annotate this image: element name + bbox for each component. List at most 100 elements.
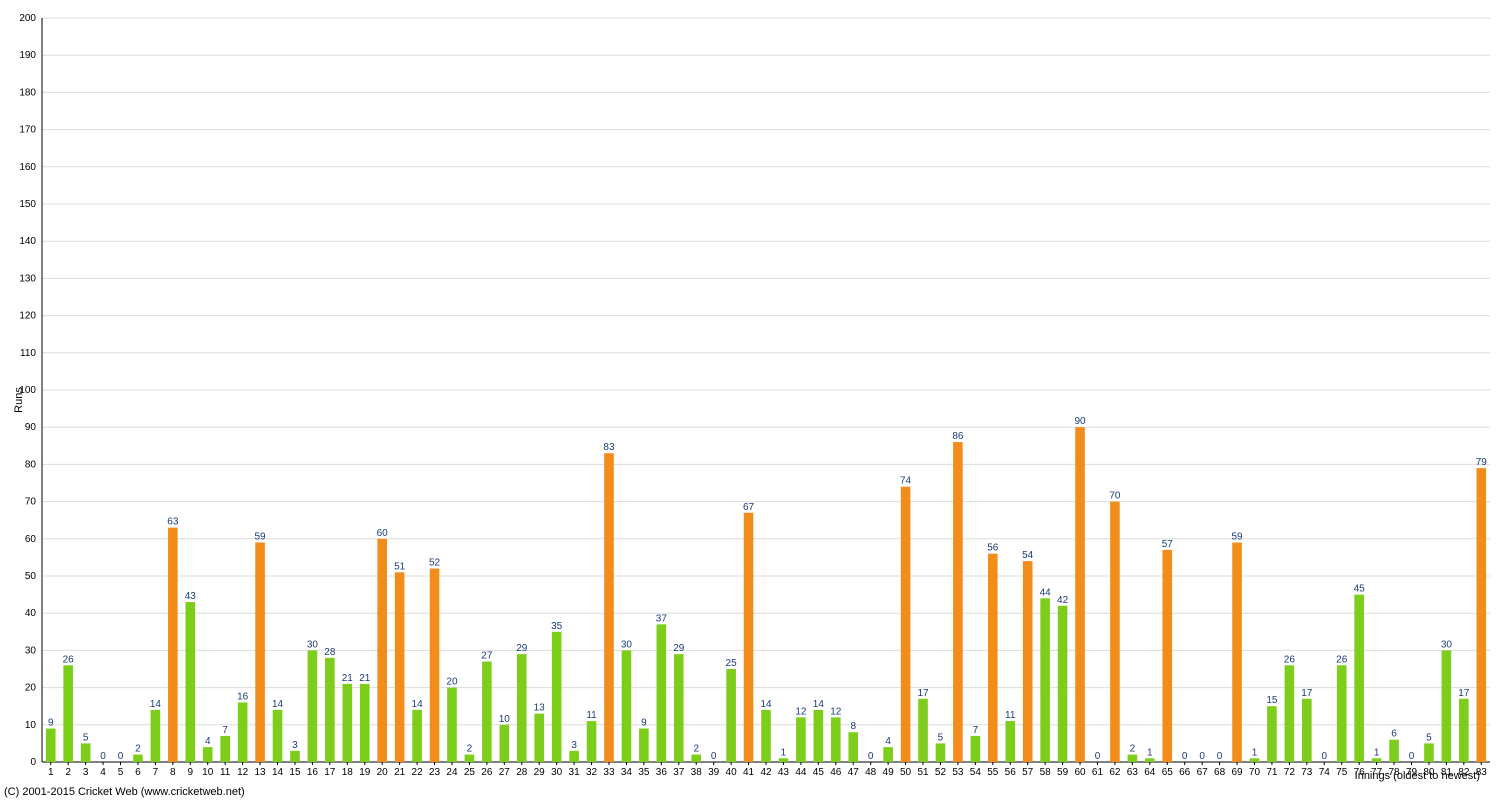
svg-text:68: 68: [1214, 767, 1226, 778]
svg-text:14: 14: [150, 699, 162, 710]
svg-text:55: 55: [987, 767, 999, 778]
svg-text:86: 86: [952, 431, 964, 442]
svg-text:40: 40: [726, 767, 738, 778]
svg-text:61: 61: [1092, 767, 1104, 778]
svg-text:48: 48: [865, 767, 877, 778]
svg-text:75: 75: [1336, 767, 1348, 778]
svg-text:2: 2: [65, 767, 71, 778]
svg-text:74: 74: [1319, 767, 1331, 778]
svg-text:83: 83: [603, 442, 615, 453]
svg-text:29: 29: [534, 767, 546, 778]
svg-text:180: 180: [19, 87, 36, 98]
svg-text:7: 7: [973, 725, 979, 736]
x-axis-label: Innings (oldest to newest): [1355, 770, 1480, 782]
svg-text:160: 160: [19, 162, 36, 173]
svg-text:1: 1: [1147, 747, 1153, 758]
svg-text:62: 62: [1109, 767, 1121, 778]
svg-text:28: 28: [516, 767, 528, 778]
svg-text:30: 30: [307, 639, 319, 650]
svg-text:2: 2: [1130, 744, 1136, 755]
svg-text:1: 1: [1252, 747, 1258, 758]
svg-text:11: 11: [220, 767, 231, 778]
svg-text:69: 69: [1231, 767, 1243, 778]
svg-text:32: 32: [586, 767, 598, 778]
svg-text:20: 20: [25, 683, 37, 694]
svg-text:26: 26: [1336, 654, 1348, 665]
svg-text:15: 15: [1266, 695, 1278, 706]
svg-text:5: 5: [118, 767, 124, 778]
svg-text:200: 200: [19, 13, 36, 24]
svg-text:42: 42: [1057, 595, 1069, 606]
svg-text:28: 28: [324, 647, 336, 658]
svg-text:17: 17: [1301, 688, 1313, 699]
svg-text:0: 0: [868, 751, 874, 762]
svg-text:12: 12: [795, 706, 807, 717]
svg-text:30: 30: [1441, 639, 1453, 650]
svg-text:2: 2: [693, 744, 699, 755]
svg-text:79: 79: [1476, 457, 1488, 468]
svg-text:9: 9: [48, 718, 54, 729]
svg-text:57: 57: [1022, 767, 1034, 778]
svg-text:23: 23: [429, 767, 441, 778]
svg-text:170: 170: [19, 125, 36, 136]
svg-text:34: 34: [621, 767, 633, 778]
svg-text:4: 4: [100, 767, 106, 778]
svg-text:59: 59: [1057, 767, 1069, 778]
svg-text:70: 70: [1249, 767, 1261, 778]
runs-by-innings-chart: 0102030405060708090100110120130140150160…: [0, 0, 1500, 800]
svg-text:150: 150: [19, 199, 36, 210]
svg-text:25: 25: [464, 767, 476, 778]
svg-text:130: 130: [19, 273, 36, 284]
svg-text:3: 3: [83, 767, 89, 778]
svg-text:38: 38: [691, 767, 703, 778]
svg-text:44: 44: [1040, 587, 1052, 598]
svg-text:0: 0: [118, 751, 124, 762]
svg-text:2: 2: [135, 744, 141, 755]
svg-text:22: 22: [412, 767, 424, 778]
svg-text:70: 70: [1109, 491, 1121, 502]
svg-text:27: 27: [481, 651, 493, 662]
svg-text:51: 51: [394, 561, 406, 572]
svg-text:47: 47: [848, 767, 860, 778]
svg-text:52: 52: [429, 558, 441, 569]
svg-text:190: 190: [19, 50, 36, 61]
svg-text:20: 20: [446, 677, 458, 688]
svg-text:41: 41: [743, 767, 755, 778]
svg-text:120: 120: [19, 311, 36, 322]
svg-text:53: 53: [952, 767, 964, 778]
svg-text:70: 70: [25, 497, 37, 508]
svg-text:12: 12: [237, 767, 249, 778]
svg-text:9: 9: [641, 718, 647, 729]
svg-text:4: 4: [885, 736, 891, 747]
svg-text:19: 19: [359, 767, 371, 778]
svg-text:60: 60: [377, 528, 389, 539]
svg-text:0: 0: [711, 751, 717, 762]
svg-text:14: 14: [272, 767, 284, 778]
svg-text:15: 15: [289, 767, 301, 778]
svg-text:13: 13: [255, 767, 267, 778]
svg-text:39: 39: [708, 767, 720, 778]
svg-text:67: 67: [743, 502, 755, 513]
svg-text:26: 26: [1284, 654, 1296, 665]
svg-text:27: 27: [499, 767, 511, 778]
svg-text:8: 8: [850, 721, 856, 732]
svg-text:49: 49: [883, 767, 895, 778]
svg-text:14: 14: [412, 699, 424, 710]
svg-text:33: 33: [603, 767, 615, 778]
svg-text:73: 73: [1301, 767, 1313, 778]
svg-text:17: 17: [324, 767, 336, 778]
svg-text:21: 21: [359, 673, 371, 684]
svg-text:7: 7: [222, 725, 228, 736]
svg-text:0: 0: [1095, 751, 1101, 762]
svg-text:31: 31: [569, 767, 581, 778]
svg-text:21: 21: [342, 673, 354, 684]
svg-text:3: 3: [292, 740, 298, 751]
svg-text:0: 0: [1199, 751, 1205, 762]
svg-text:43: 43: [185, 591, 197, 602]
svg-text:1: 1: [48, 767, 54, 778]
svg-text:42: 42: [760, 767, 772, 778]
svg-text:4: 4: [205, 736, 211, 747]
svg-text:0: 0: [1409, 751, 1415, 762]
svg-text:10: 10: [499, 714, 511, 725]
svg-text:17: 17: [1458, 688, 1470, 699]
